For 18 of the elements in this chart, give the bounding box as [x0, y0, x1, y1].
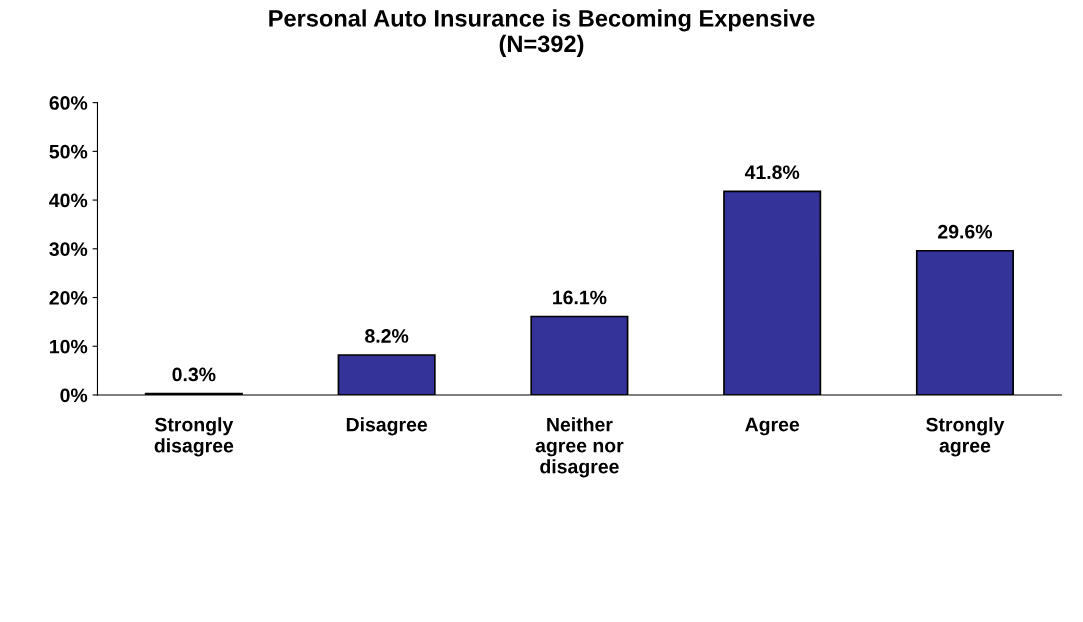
y-tick-label: 10% [50, 339, 88, 354]
y-tick-label: 50% [49, 144, 88, 159]
data-label: 41.8% [744, 165, 800, 180]
y-tick-label: 20% [49, 290, 88, 305]
data-label: 8.2% [365, 329, 409, 343]
x-tick-label: Neither agree nor disagree [535, 417, 624, 478]
y-tick-label: 60% [49, 96, 88, 110]
y-tick-label: 40% [49, 193, 88, 208]
y-tick-label: 30% [49, 242, 88, 257]
data-label: 16.1% [553, 290, 607, 305]
x-tick-label: Strongly disagree [154, 417, 234, 457]
data-label: 29.6% [938, 224, 993, 239]
chart-title: Personal Auto Insurance is Becoming Expensive (N=392) [269, 9, 815, 57]
y-tick-label: 0% [60, 388, 88, 403]
x-tick-label: Strongly agree [926, 417, 1005, 457]
x-tick-label: Disagree [346, 417, 428, 436]
data-label: 0.3% [172, 367, 216, 382]
x-tick-label: Agree [745, 417, 800, 436]
